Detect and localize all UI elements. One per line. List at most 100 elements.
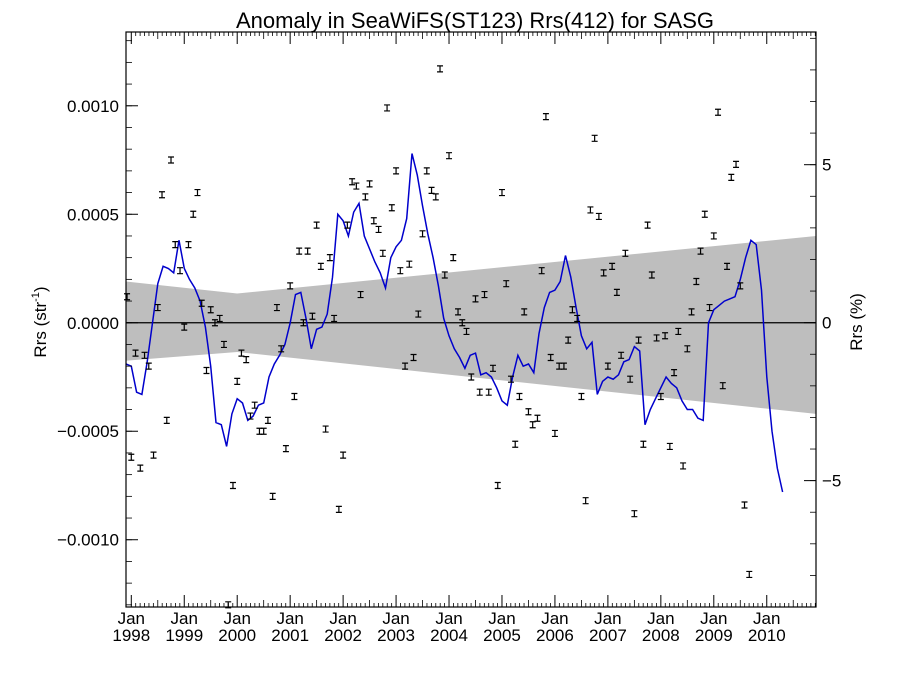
- data-point: [322, 425, 329, 433]
- data-point: [613, 288, 620, 296]
- data-point: [397, 267, 404, 275]
- data-point: [662, 332, 669, 340]
- data-point: [172, 241, 179, 249]
- x-tick-label-month: Jan: [118, 609, 145, 628]
- data-point: [194, 188, 201, 197]
- data-point: [304, 247, 311, 255]
- x-tick-label-year: 2008: [642, 626, 680, 645]
- data-point: [516, 392, 523, 401]
- data-point: [701, 210, 708, 218]
- data-point: [627, 375, 634, 383]
- x-tick-label-month: Jan: [488, 609, 515, 628]
- data-point: [331, 314, 338, 323]
- data-point: [569, 306, 576, 314]
- data-point: [216, 314, 223, 323]
- x-tick-label-month: Jan: [594, 609, 621, 628]
- data-point: [326, 254, 333, 262]
- data-point: [737, 282, 744, 290]
- data-point: [693, 277, 700, 286]
- data-point: [220, 340, 227, 349]
- x-tick-label-month: Jan: [223, 609, 250, 628]
- y2-tick-label: 0: [822, 314, 831, 333]
- data-point: [688, 308, 695, 316]
- data-point: [247, 412, 254, 420]
- data-point: [604, 362, 611, 370]
- data-point: [198, 299, 205, 307]
- data-point: [243, 356, 250, 364]
- data-point: [137, 464, 144, 472]
- y-axis-label-text: Rrs (str: [31, 302, 50, 358]
- data-point: [450, 254, 457, 262]
- x-tick-label-year: 2007: [589, 626, 627, 645]
- data-point: [287, 282, 294, 290]
- x-tick-label-year: 1999: [165, 626, 203, 645]
- data-point: [229, 481, 236, 490]
- data-point: [706, 303, 713, 312]
- plot-area: Jan1998Jan1999Jan2000Jan2001Jan2002Jan20…: [57, 32, 841, 645]
- data-point: [415, 310, 422, 318]
- data-point: [724, 262, 731, 270]
- data-point: [746, 570, 753, 579]
- data-point: [551, 429, 558, 438]
- data-point: [300, 319, 307, 327]
- data-point: [512, 440, 519, 448]
- data-point: [653, 334, 660, 342]
- y-axis-label-superscript: -1: [30, 292, 42, 302]
- data-point: [521, 308, 528, 316]
- data-point: [437, 65, 444, 73]
- data-point: [582, 497, 589, 505]
- data-point: [168, 156, 175, 164]
- data-point: [534, 414, 541, 422]
- data-point: [207, 306, 214, 314]
- y-tick-label: 0.0010: [67, 97, 119, 116]
- data-point: [432, 193, 439, 201]
- data-point: [507, 375, 514, 383]
- data-point: [525, 408, 532, 416]
- data-point: [234, 377, 241, 385]
- confidence-band: [126, 236, 816, 414]
- data-point: [402, 362, 409, 370]
- data-point: [600, 269, 607, 277]
- x-tick-label-month: Jan: [435, 609, 462, 628]
- chart-title: Anomaly in SeaWiFS(ST123) Rrs(412) for S…: [236, 8, 714, 33]
- x-tick-label-month: Jan: [700, 609, 727, 628]
- data-point: [256, 427, 263, 435]
- data-point: [609, 262, 616, 270]
- data-point: [459, 319, 466, 327]
- data-point: [282, 445, 289, 453]
- data-point: [203, 366, 210, 375]
- data-point: [481, 290, 488, 299]
- data-point: [640, 440, 647, 448]
- x-tick-label-month: Jan: [541, 609, 568, 628]
- data-point: [446, 152, 453, 160]
- data-point: [410, 353, 417, 362]
- x-tick-label-year: 2004: [430, 626, 468, 645]
- data-point: [317, 262, 324, 270]
- data-point: [494, 481, 501, 490]
- data-point: [145, 362, 152, 370]
- data-point: [680, 462, 687, 470]
- data-point: [547, 353, 554, 362]
- x-tick-label-year: 1998: [112, 626, 150, 645]
- y-tick-label: −0.0010: [57, 531, 119, 550]
- data-point: [177, 267, 184, 275]
- x-tick-label-month: Jan: [647, 609, 674, 628]
- data-point: [291, 392, 298, 401]
- data-point: [419, 230, 426, 238]
- x-tick-label-year: 2001: [271, 626, 309, 645]
- data-point: [648, 271, 655, 279]
- data-point: [675, 327, 682, 336]
- data-point: [273, 303, 280, 312]
- data-point: [719, 382, 726, 390]
- data-point: [423, 167, 430, 175]
- data-point: [684, 345, 691, 353]
- data-point: [657, 392, 664, 401]
- data-point: [313, 221, 320, 229]
- data-point: [309, 312, 316, 320]
- data-point: [335, 505, 342, 513]
- data-point: [560, 362, 567, 370]
- data-point: [375, 225, 382, 234]
- data-point: [498, 188, 505, 197]
- data-point: [393, 167, 400, 175]
